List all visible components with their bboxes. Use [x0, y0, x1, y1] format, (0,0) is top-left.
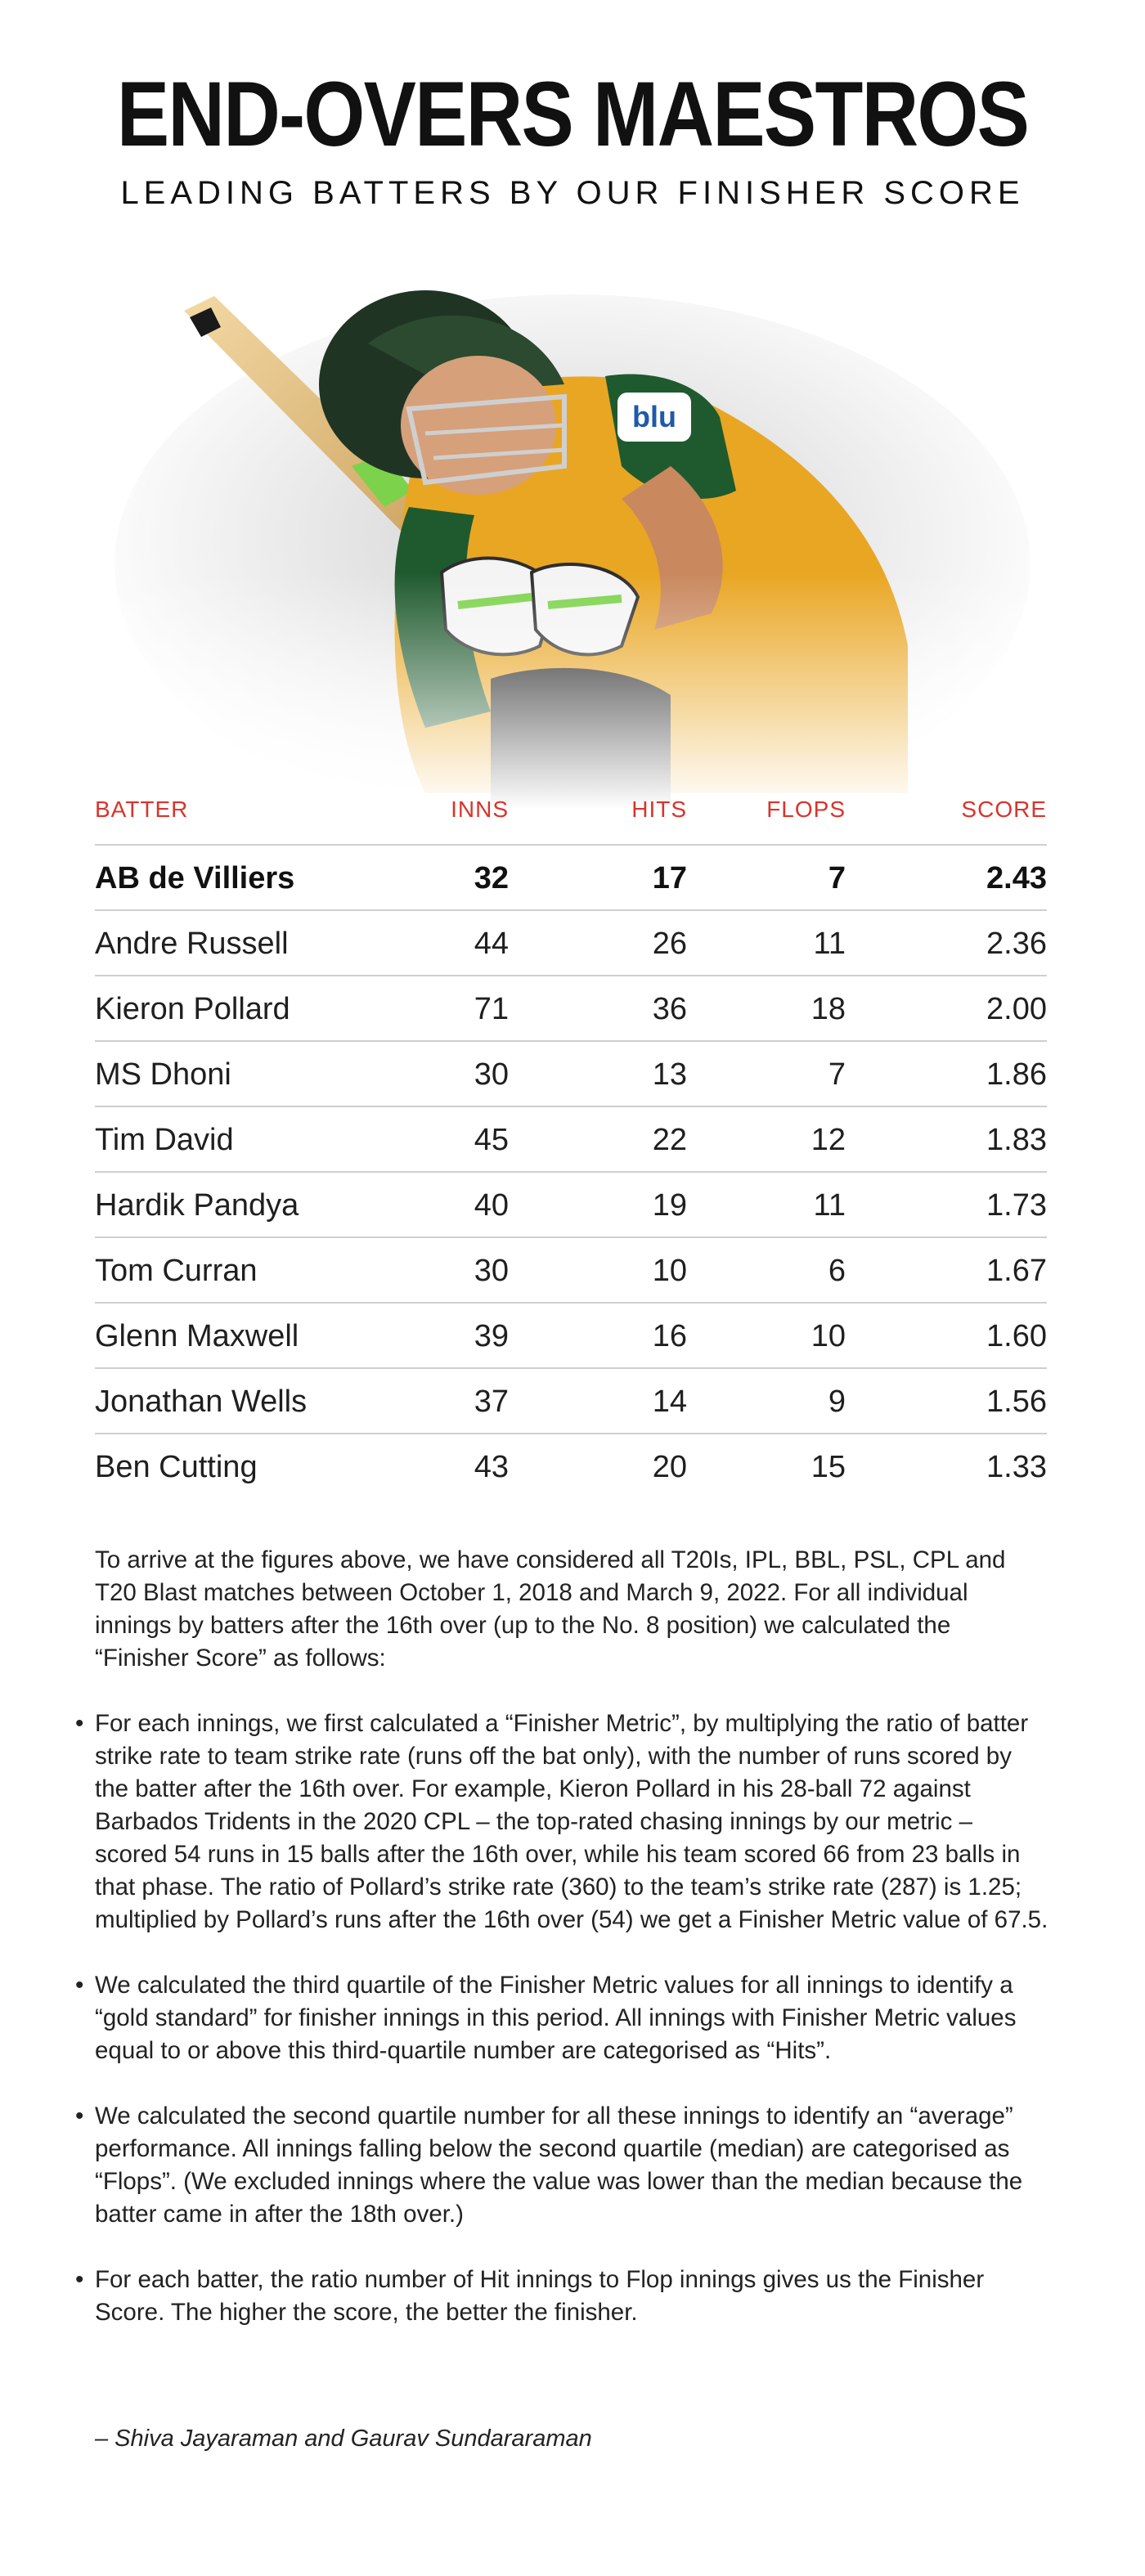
- table-row: AB de Villiers 32 17 7 2.43: [95, 844, 1047, 909]
- cell-score: 1.60: [986, 1319, 1047, 1353]
- methodology-bullet: For each batter, the ratio number of Hit…: [75, 2264, 1050, 2329]
- cell-hits: 14: [652, 1384, 687, 1419]
- cell-inns: 40: [474, 1188, 509, 1223]
- cell-batter: MS Dhoni: [95, 1057, 231, 1092]
- cell-batter: Tim David: [95, 1123, 234, 1157]
- cell-flops: 9: [828, 1384, 846, 1419]
- cell-batter: Tom Curran: [95, 1254, 258, 1288]
- cell-flops: 7: [828, 861, 846, 895]
- cell-inns: 44: [474, 927, 509, 961]
- finisher-table: BATTER INNS HITS FLOPS SCORE AB de Villi…: [95, 785, 1047, 1498]
- cell-hits: 17: [652, 861, 687, 895]
- cell-score: 2.43: [986, 861, 1047, 895]
- cell-score: 1.56: [986, 1384, 1047, 1419]
- cell-score: 2.36: [986, 927, 1047, 961]
- cell-hits: 10: [652, 1254, 687, 1288]
- cell-batter: Hardik Pandya: [95, 1188, 299, 1223]
- cell-hits: 16: [652, 1319, 687, 1353]
- cell-flops: 7: [828, 1057, 846, 1092]
- methodology-notes: To arrive at the figures above, we have …: [75, 1544, 1050, 2362]
- cell-inns: 37: [474, 1384, 509, 1419]
- methodology-intro: To arrive at the figures above, we have …: [95, 1546, 1006, 1672]
- sponsor-logo: blu: [632, 400, 676, 433]
- cell-inns: 45: [474, 1123, 509, 1157]
- cell-batter: Glenn Maxwell: [95, 1319, 299, 1353]
- cell-flops: 10: [810, 1319, 846, 1353]
- cell-score: 1.86: [986, 1057, 1047, 1092]
- cell-score: 2.00: [986, 992, 1047, 1026]
- cell-flops: 11: [813, 927, 846, 961]
- cell-hits: 20: [652, 1450, 687, 1484]
- table-row: Tom Curran 30 10 6 1.67: [95, 1236, 1047, 1302]
- cell-inns: 39: [474, 1319, 509, 1353]
- col-header-score: SCORE: [961, 797, 1047, 822]
- methodology-bullet: We calculated the third quartile of the …: [75, 1969, 1050, 2067]
- col-header-inns: INNS: [451, 797, 509, 822]
- cell-batter: Andre Russell: [95, 927, 289, 961]
- cell-batter: AB de Villiers: [95, 861, 295, 895]
- helmet-icon: [319, 290, 567, 495]
- table-row: Tim David 45 22 12 1.83: [95, 1106, 1047, 1171]
- methodology-bullet: For each innings, we first calculated a …: [75, 1708, 1050, 1936]
- table-row: MS Dhoni 30 13 7 1.86: [95, 1040, 1047, 1106]
- cell-hits: 22: [652, 1123, 687, 1157]
- cell-batter: Kieron Pollard: [95, 992, 290, 1026]
- cell-hits: 36: [652, 992, 687, 1026]
- col-header-flops: FLOPS: [766, 797, 846, 822]
- cell-inns: 32: [474, 861, 509, 895]
- cell-flops: 6: [828, 1254, 846, 1288]
- col-header-hits: HITS: [631, 797, 687, 822]
- methodology-list: For each innings, we first calculated a …: [75, 1708, 1050, 2329]
- cell-flops: 15: [810, 1450, 846, 1484]
- cell-hits: 19: [652, 1188, 687, 1223]
- methodology-bullet: We calculated the second quartile number…: [75, 2100, 1050, 2231]
- col-header-batter: BATTER: [95, 797, 189, 822]
- table-header: BATTER INNS HITS FLOPS SCORE: [95, 785, 1047, 844]
- cell-inns: 43: [474, 1450, 509, 1484]
- cell-hits: 13: [652, 1057, 687, 1092]
- cell-flops: 12: [810, 1123, 846, 1157]
- cell-flops: 18: [810, 992, 846, 1026]
- cell-score: 1.73: [986, 1188, 1047, 1223]
- table-row: Andre Russell 44 26 11 2.36: [95, 909, 1047, 975]
- cricket-batter-icon: blu: [0, 290, 1145, 810]
- cell-score: 1.33: [986, 1450, 1047, 1484]
- cell-inns: 30: [474, 1057, 509, 1092]
- cell-hits: 26: [652, 927, 687, 961]
- cell-flops: 11: [813, 1188, 846, 1223]
- author-credit: – Shiva Jayaraman and Gaurav Sundararama…: [95, 2426, 592, 2452]
- table-row: Hardik Pandya 40 19 11 1.73: [95, 1171, 1047, 1236]
- table-row: Glenn Maxwell 39 16 10 1.60: [95, 1302, 1047, 1367]
- cell-score: 1.83: [986, 1123, 1047, 1157]
- cell-batter: Jonathan Wells: [95, 1384, 308, 1419]
- cell-inns: 71: [474, 992, 509, 1026]
- cell-score: 1.67: [986, 1254, 1047, 1288]
- table-row: Kieron Pollard 71 36 18 2.00: [95, 975, 1047, 1040]
- page-subtitle: LEADING BATTERS BY OUR FINISHER SCORE: [120, 175, 1025, 211]
- cell-batter: Ben Cutting: [95, 1450, 258, 1484]
- table-row: Ben Cutting 43 20 15 1.33: [95, 1433, 1047, 1498]
- cell-inns: 30: [474, 1254, 509, 1288]
- page-title: END-OVERS MAESTROS: [116, 63, 1030, 165]
- table-row: Jonathan Wells 37 14 9 1.56: [95, 1367, 1047, 1433]
